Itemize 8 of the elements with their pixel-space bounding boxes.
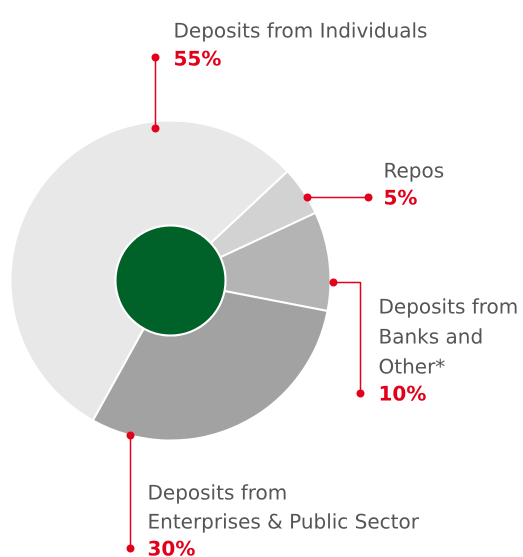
slice-label: Deposits from Banks and Other* bbox=[378, 294, 518, 378]
slice-label: Deposits from Individuals bbox=[174, 18, 428, 42]
data-label: 5% bbox=[384, 186, 418, 210]
slice-label: Repos bbox=[384, 158, 444, 182]
data-label: 10% bbox=[378, 382, 426, 406]
data-label: 55% bbox=[174, 46, 222, 70]
data-label: 30% bbox=[148, 536, 196, 557]
slice-label: Deposits from Enterprises & Public Sector bbox=[148, 480, 420, 534]
